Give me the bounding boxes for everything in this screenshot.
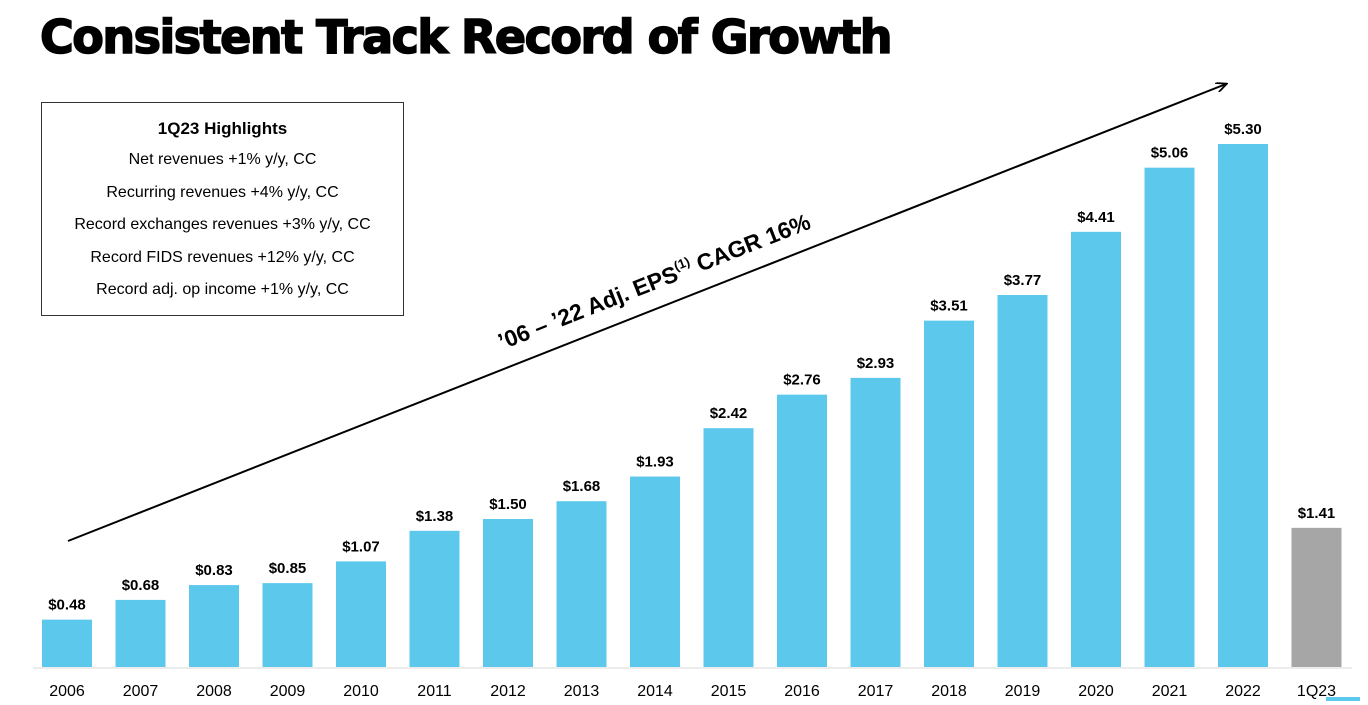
x-tick-label-2011: 2011 <box>417 683 452 700</box>
data-label-2019: $3.77 <box>1004 272 1042 289</box>
highlight-item: Recurring revenues +4% y/y, CC <box>106 183 339 201</box>
data-label-2020: $4.41 <box>1077 209 1115 226</box>
x-tick-label-2019: 2019 <box>1005 683 1041 700</box>
growth-trend-arrow <box>67 84 1226 542</box>
highlights-box: 1Q23 Highlights Net revenues +1% y/y, CC… <box>41 102 404 316</box>
data-label-2021: $5.06 <box>1151 145 1189 162</box>
bar-1q23 <box>1291 527 1342 667</box>
data-label-2018: $3.51 <box>930 298 968 315</box>
bar-2017 <box>850 377 901 667</box>
highlight-item: Record adj. op income +1% y/y, CC <box>96 281 349 298</box>
data-label-2014: $1.93 <box>636 454 674 471</box>
bar-2010 <box>336 561 386 667</box>
data-label-2017: $2.93 <box>857 355 895 372</box>
bar-2008 <box>189 585 239 667</box>
x-tick-label-2016: 2016 <box>784 683 820 700</box>
bar-2020 <box>1071 231 1121 667</box>
x-tick-label-2021: 2021 <box>1152 683 1188 700</box>
x-tick-label-2022: 2022 <box>1225 683 1261 700</box>
bar-2013 <box>556 501 607 667</box>
x-tick-label-2008: 2008 <box>196 683 232 700</box>
data-label-2011: $1.38 <box>416 508 454 525</box>
x-tick-label-1q23: 1Q23 <box>1297 683 1336 700</box>
x-tick-label-2018: 2018 <box>931 683 967 700</box>
data-label-2012: $1.50 <box>489 496 527 513</box>
bar-2009 <box>262 583 313 667</box>
bar-2012 <box>483 518 533 667</box>
data-label-2013: $1.68 <box>563 478 601 495</box>
x-tick-label-2009: 2009 <box>270 683 306 700</box>
page-title: Consistent Track Record of Growth <box>39 9 893 65</box>
data-label-2016: $2.76 <box>783 372 821 389</box>
x-tick-label-2020: 2020 <box>1078 683 1114 700</box>
cagr-annotation: ’06 – ’22 Adj. EPS(1) CAGR 16% <box>494 207 814 354</box>
cagr-annotation-tail: CAGR 16% <box>687 208 814 279</box>
data-label-2008: $0.83 <box>195 562 233 579</box>
corner-accent-bar <box>1326 697 1360 701</box>
x-tick-label-2013: 2013 <box>564 683 600 700</box>
cagr-annotation-footnote: (1) <box>672 254 692 274</box>
bar-2011 <box>409 530 460 667</box>
data-label-2022: $5.30 <box>1224 121 1262 138</box>
highlight-item: Record FIDS revenues +12% y/y, CC <box>90 248 355 266</box>
bar-2007 <box>115 599 166 667</box>
bar-2015 <box>703 428 754 667</box>
data-label-2007: $0.68 <box>122 577 160 594</box>
data-label-2015: $2.42 <box>710 405 748 422</box>
x-tick-label-2007: 2007 <box>123 683 159 700</box>
data-label-2010: $1.07 <box>342 538 380 555</box>
bar-2016 <box>777 394 827 667</box>
data-label-1q23: $1.41 <box>1298 505 1336 522</box>
data-label-2009: $0.85 <box>269 560 307 577</box>
data-label-2006: $0.48 <box>48 597 86 614</box>
bar-2006 <box>42 619 92 667</box>
cagr-annotation-main: ’06 – ’22 Adj. EPS <box>494 260 681 354</box>
highlights-heading: 1Q23 Highlights <box>157 119 288 138</box>
highlight-item: Net revenues +1% y/y, CC <box>128 151 317 168</box>
x-tick-label-2015: 2015 <box>711 683 747 700</box>
x-tick-label-2006: 2006 <box>49 683 85 700</box>
x-tick-label-2014: 2014 <box>637 683 673 700</box>
bar-2018 <box>924 320 974 667</box>
bar-2022 <box>1218 144 1268 667</box>
x-tick-label-2010: 2010 <box>343 683 379 700</box>
bar-2019 <box>997 294 1048 667</box>
x-tick-label-2017: 2017 <box>858 683 894 700</box>
highlight-item: Record exchanges revenues +3% y/y, CC <box>74 216 371 233</box>
bar-2021 <box>1144 167 1195 667</box>
x-tick-label-2012: 2012 <box>490 683 526 700</box>
bar-2014 <box>630 476 680 667</box>
